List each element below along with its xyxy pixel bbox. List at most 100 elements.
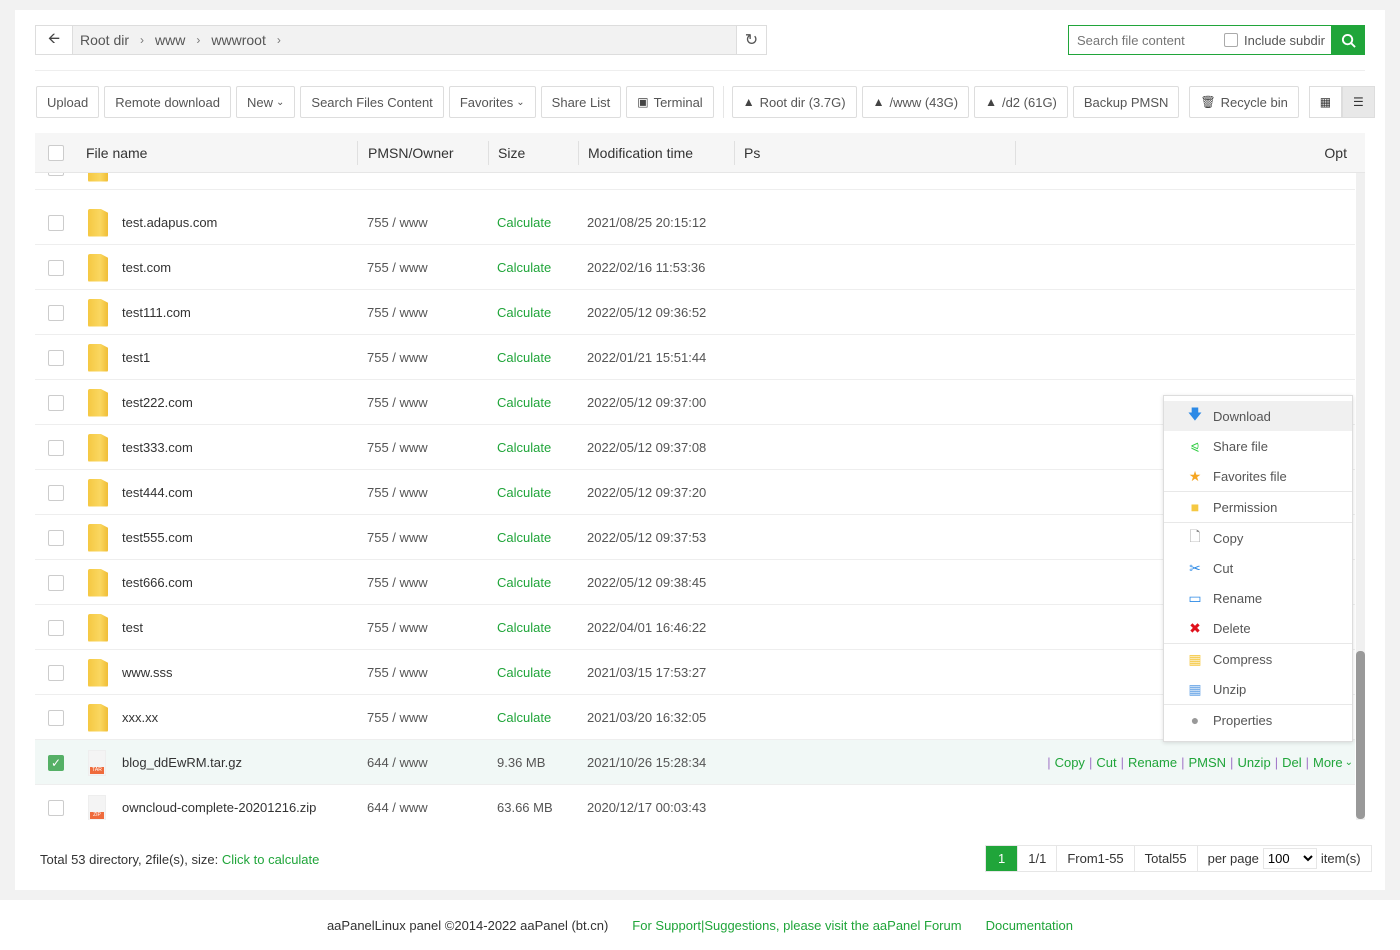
file-size[interactable]: Calculate — [497, 620, 552, 635]
select-all-checkbox[interactable] — [48, 145, 64, 161]
recycle-bin-button[interactable]: 🗑 Recycle bin — [1189, 86, 1299, 118]
file-name[interactable]: test1 — [122, 350, 151, 365]
upload-button[interactable]: Upload — [36, 86, 100, 118]
row-checkbox[interactable] — [48, 173, 64, 176]
documentation-link[interactable]: Documentation — [985, 917, 1074, 933]
menu-item-unzip[interactable]: ▦ Unzip — [1164, 674, 1352, 704]
breadcrumb-item[interactable]: wwwroot — [211, 32, 266, 48]
table-row[interactable]: test555.com 755 / www Calculate 2022/05/12 … — [35, 515, 1355, 560]
file-size[interactable]: Calculate — [497, 530, 552, 545]
row-checkbox[interactable] — [48, 799, 64, 816]
file-size[interactable]: Calculate — [497, 440, 552, 455]
file-size[interactable]: Calculate — [497, 575, 552, 590]
op-cut[interactable]: Cut — [1096, 755, 1117, 770]
file-pmsn[interactable]: 644 / www — [367, 800, 428, 815]
search-input[interactable] — [1069, 32, 1219, 48]
share-list-button[interactable]: Share List — [540, 86, 622, 118]
menu-item-delete[interactable]: ✖ Delete — [1164, 613, 1352, 643]
file-pmsn[interactable]: 755 / www — [367, 260, 428, 275]
table-row[interactable]: test222.com 755 / www Calculate 2022/05/12 … — [35, 380, 1355, 425]
file-name[interactable]: test444.com — [122, 485, 193, 500]
row-checkbox[interactable] — [48, 394, 64, 411]
table-row[interactable]: www.sss 755 / www Calculate 2021/03/15 17:5… — [35, 650, 1355, 695]
row-checkbox[interactable] — [48, 439, 64, 456]
row-checkbox[interactable] — [48, 349, 64, 366]
row-checkbox[interactable] — [48, 709, 64, 726]
op-more[interactable]: More — [1312, 755, 1343, 770]
grid-view-button[interactable]: ▦ — [1308, 86, 1342, 118]
table-row[interactable]: test 755 / www Calculate 2022/04/01 16:46:2… — [35, 605, 1355, 650]
col-pmsn[interactable]: PMSN/Owner — [368, 145, 454, 161]
op-unzip[interactable]: Unzip — [1237, 755, 1271, 770]
disk-root-button[interactable]: ▲ Root dir (3.7G) — [731, 86, 857, 118]
op-copy[interactable]: Copy — [1054, 755, 1085, 770]
table-row[interactable]: test111.com 755 / www Calculate 2022/05/12 … — [35, 290, 1355, 335]
op-pmsn[interactable]: PMSN — [1188, 755, 1227, 770]
file-pmsn[interactable]: 755 / www — [367, 395, 428, 410]
table-row[interactable]: test1 755 / www Calculate 2022/01/21 15:51:… — [35, 335, 1355, 380]
op-rename[interactable]: Rename — [1127, 755, 1178, 770]
page-1-button[interactable]: 1 — [986, 846, 1019, 871]
list-view-button[interactable]: ☰ — [1341, 86, 1375, 118]
search-button[interactable] — [1331, 25, 1365, 55]
row-checkbox[interactable] — [48, 529, 64, 546]
table-row[interactable]: test666.com 755 / www Calculate 2022/05/12 … — [35, 560, 1355, 605]
menu-item-properties[interactable]: ● Properties — [1164, 705, 1352, 735]
table-row[interactable]: test.adapus.com 755 / www Calculate 2021/08… — [35, 200, 1355, 245]
menu-item-compress[interactable]: ▦ Compress — [1164, 644, 1352, 674]
file-pmsn[interactable]: 755 / www — [367, 440, 428, 455]
file-name[interactable]: test111.com — [122, 305, 191, 320]
table-row[interactable]: test.com 755 / www Calculate 2022/02/16 11:… — [35, 245, 1355, 290]
new-dropdown[interactable]: New ⌄ — [236, 86, 296, 118]
file-name[interactable]: test333.com — [122, 440, 193, 455]
menu-item-share-file[interactable]: ⪨ Share file — [1164, 431, 1352, 461]
file-name[interactable]: www.sss — [122, 665, 173, 680]
disk-d2-button[interactable]: ▲ /d2 (61G) — [974, 86, 1068, 118]
file-pmsn[interactable]: 644 / www — [367, 755, 428, 770]
table-row[interactable]: xxx.xx 755 / www Calculate 2021/03/20 16:32… — [35, 695, 1355, 740]
file-pmsn[interactable]: 755 / www — [367, 485, 428, 500]
col-mtime[interactable]: Modification time — [588, 145, 694, 161]
file-name[interactable]: test.adapus.com — [122, 215, 218, 230]
scrollbar-thumb[interactable] — [1356, 651, 1365, 819]
file-name[interactable]: owncloud-complete-20201216.zip — [122, 800, 317, 815]
menu-item-cut[interactable]: ✂ Cut — [1164, 553, 1352, 583]
file-pmsn[interactable]: 755 / www — [367, 665, 428, 680]
file-pmsn[interactable]: 755 / www — [367, 530, 428, 545]
file-name[interactable]: test.com — [122, 260, 172, 275]
table-row[interactable]: ZIP owncloud-complete-20201216.zip 644 / w… — [35, 785, 1355, 820]
file-size[interactable]: Calculate — [497, 215, 552, 230]
backup-pmsn-button[interactable]: Backup PMSN — [1072, 86, 1180, 118]
table-row[interactable]: test333.com 755 / www Calculate 2022/05/12 … — [35, 425, 1355, 470]
op-del[interactable]: Del — [1282, 755, 1302, 770]
row-checkbox[interactable] — [48, 214, 64, 231]
file-name[interactable]: test666.com — [122, 575, 193, 590]
table-row[interactable]: test444.com 755 / www Calculate 2022/05/12 … — [35, 470, 1355, 515]
table-row[interactable]: ✓ TAR blog_ddEwRM.tar.gz 644 / www 9.36 MB 20… — [35, 740, 1355, 785]
file-pmsn[interactable]: 755 / www — [367, 620, 428, 635]
file-size[interactable]: Calculate — [497, 665, 552, 680]
file-pmsn[interactable]: 755 / www — [367, 575, 428, 590]
file-size[interactable]: Calculate — [497, 710, 552, 725]
menu-item-favorites-file[interactable]: ★ Favorites file — [1164, 461, 1352, 491]
file-size[interactable]: Calculate — [497, 395, 552, 410]
row-checkbox[interactable] — [48, 259, 64, 276]
back-button[interactable]: 🡨 — [36, 26, 73, 54]
forum-link[interactable]: For Support|Suggestions, please visit th… — [632, 917, 962, 933]
file-pmsn[interactable]: 755 / www — [367, 305, 428, 320]
file-pmsn[interactable]: 755 / www — [367, 215, 428, 230]
breadcrumb-item[interactable]: Root dir — [80, 32, 130, 48]
col-file-name[interactable]: File name — [86, 145, 148, 161]
disk-www-button[interactable]: ▲ /www (43G) — [861, 86, 970, 118]
breadcrumb[interactable]: Root dir › www › wwwroot › — [73, 26, 736, 54]
menu-item-permission[interactable]: ■ Permission — [1164, 492, 1352, 522]
file-name[interactable]: blog_ddEwRM.tar.gz — [122, 755, 242, 770]
file-name[interactable]: test222.com — [122, 395, 193, 410]
refresh-button[interactable]: ↻ — [736, 26, 766, 54]
remote-download-button[interactable]: Remote download — [104, 86, 231, 118]
file-size[interactable]: Calculate — [497, 350, 552, 365]
file-size[interactable]: Calculate — [497, 260, 552, 275]
per-page-select[interactable]: 100 — [1262, 848, 1317, 869]
menu-item-download[interactable]: 🡇 Download — [1164, 401, 1352, 431]
menu-item-copy[interactable]: 🗋 Copy — [1164, 523, 1352, 553]
